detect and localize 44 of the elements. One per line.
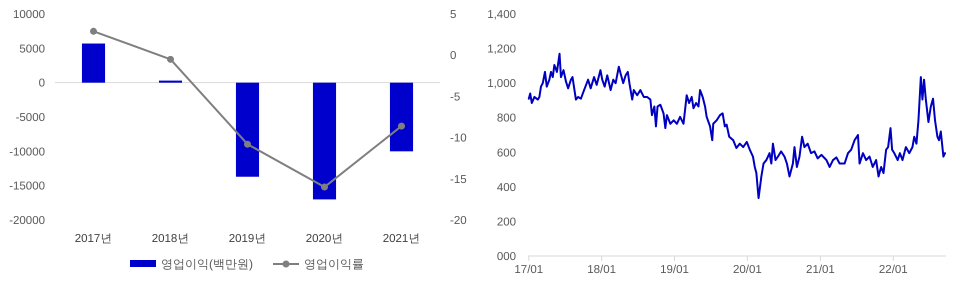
- legend-label: 영업이익(백만원): [161, 257, 253, 271]
- point: [90, 28, 97, 35]
- y-tick-label: -10000: [9, 146, 45, 158]
- y-tick-label: 800: [496, 112, 516, 125]
- point: [244, 140, 251, 148]
- x-tick-label: 2018년: [152, 233, 190, 245]
- x-tick-label: 2019년: [228, 233, 266, 245]
- y2-tick-label: -15: [450, 174, 467, 186]
- y2-tick-label: -10: [450, 132, 467, 145]
- y-tick-label: -20000: [9, 215, 45, 227]
- line-series: [528, 52, 946, 200]
- x-tick-label: 18/01: [587, 264, 616, 276]
- bar: [82, 44, 106, 83]
- x-tick-label: 22/01: [878, 264, 908, 276]
- bar: [390, 82, 414, 152]
- y-tick-label: -15000: [9, 180, 45, 193]
- x-tick-label: 2017년: [74, 233, 112, 245]
- y-tick-label: 200: [496, 216, 516, 228]
- y-tick-label: 5000: [19, 43, 45, 56]
- y-tick-label: -5000: [16, 112, 45, 124]
- y-tick-label: 400: [496, 182, 516, 194]
- bar: [236, 82, 260, 177]
- y-tick-label: 1,400: [487, 9, 516, 21]
- y-tick-label: 000: [496, 251, 516, 263]
- legend-label: 영업이익률: [304, 257, 364, 271]
- y2-tick-label: -20: [450, 215, 467, 227]
- y-tick-label: 1,000: [487, 78, 516, 90]
- point: [321, 184, 328, 191]
- x-tick-label: 2021년: [382, 233, 420, 245]
- y2-tick-label: 5: [450, 9, 456, 21]
- y2-tick-label: -5: [450, 91, 460, 104]
- point: [167, 56, 174, 63]
- bar: [312, 82, 336, 200]
- x-tick-label: 20/01: [732, 264, 762, 276]
- y2-tick-label: 0: [450, 50, 456, 62]
- y-tick-label: 0: [38, 78, 45, 90]
- x-tick-label: 17/01: [514, 264, 544, 276]
- x-tick-label: 21/01: [806, 264, 835, 276]
- point: [398, 122, 405, 130]
- y-tick-label: 600: [496, 147, 516, 160]
- x-tick-label: 2020년: [306, 233, 344, 245]
- y-tick-label: 1,200: [487, 44, 516, 56]
- x-tick-label: 19/01: [660, 264, 689, 276]
- y-tick-label: 10000: [13, 9, 45, 21]
